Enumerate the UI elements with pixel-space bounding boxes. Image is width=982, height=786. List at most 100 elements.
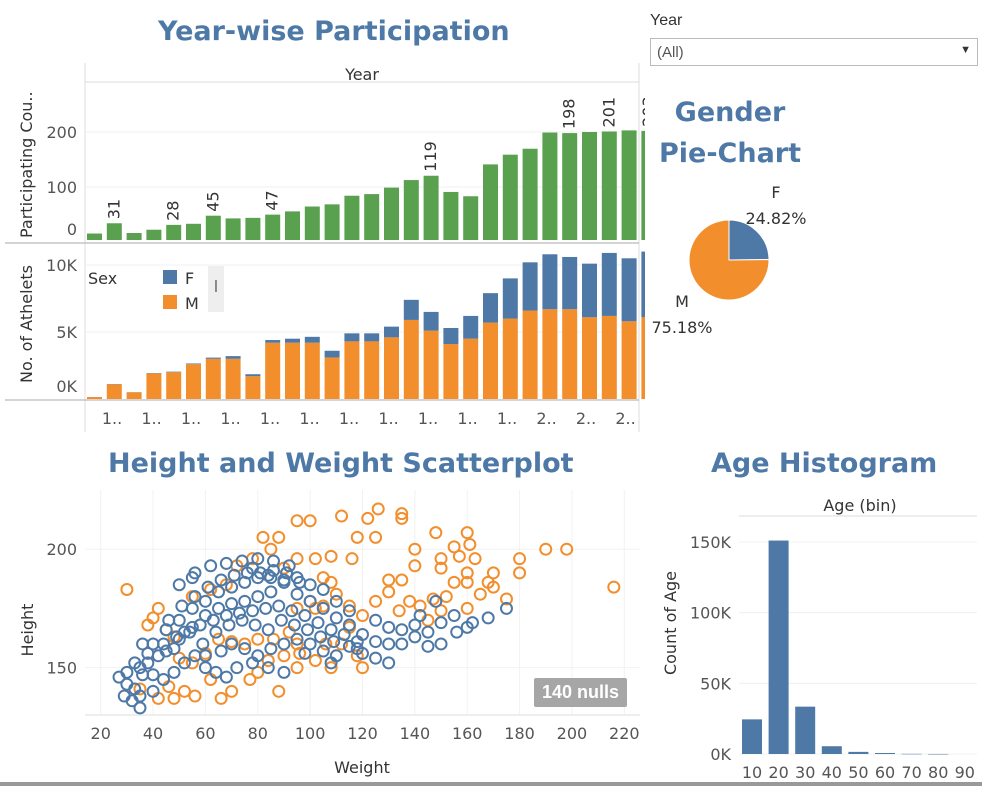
scatter-point-f[interactable]	[204, 559, 218, 573]
scatter-point-f[interactable]	[369, 651, 383, 665]
athletes-bar-m[interactable]	[582, 317, 597, 399]
scatter-point-f[interactable]	[421, 639, 435, 653]
scatter-point-m[interactable]	[243, 672, 257, 686]
athletes-bar-f[interactable]	[304, 336, 320, 343]
scatter-point-m[interactable]	[329, 587, 343, 601]
scatter-point-f[interactable]	[225, 597, 239, 611]
scatter-point-m[interactable]	[204, 582, 218, 596]
scatter-point-m[interactable]	[408, 542, 422, 556]
scatter-point-f[interactable]	[214, 644, 228, 658]
scatter-point-f[interactable]	[314, 630, 328, 644]
scatter-point-m[interactable]	[261, 654, 275, 668]
scatter-point-m[interactable]	[382, 573, 396, 587]
scatter-point-f[interactable]	[238, 642, 252, 656]
scatter-point-f[interactable]	[277, 665, 291, 679]
scatter-point-f[interactable]	[172, 613, 186, 627]
scatter-point-f[interactable]	[212, 601, 226, 615]
scatter-point-f[interactable]	[193, 618, 207, 632]
scatter-point-f[interactable]	[206, 613, 220, 627]
athletes-bar-m[interactable]	[423, 330, 439, 399]
country-bar[interactable]	[87, 233, 102, 240]
scatter-point-m[interactable]	[277, 649, 291, 663]
scatter-point-f[interactable]	[120, 665, 134, 679]
scatter-point-f[interactable]	[316, 601, 330, 615]
athletes-bar-m[interactable]	[225, 358, 241, 399]
scatter-point-f[interactable]	[235, 554, 249, 568]
scatter-point-f[interactable]	[225, 580, 239, 594]
scatter-point-f[interactable]	[264, 642, 278, 656]
athletes-bar-f[interactable]	[265, 340, 281, 343]
country-bar[interactable]	[146, 229, 162, 240]
scatter-point-f[interactable]	[167, 642, 181, 656]
scatter-point-f[interactable]	[185, 571, 199, 585]
scatter-point-m[interactable]	[447, 540, 461, 554]
scatter-point-f[interactable]	[303, 594, 317, 608]
scatter-point-f[interactable]	[434, 637, 448, 651]
scatter-point-f[interactable]	[188, 590, 202, 604]
scatter-point-m[interactable]	[212, 632, 226, 646]
scatter-point-m[interactable]	[486, 566, 500, 580]
scatter-point-f[interactable]	[235, 613, 249, 627]
athletes-bar-m[interactable]	[384, 337, 399, 399]
histogram-bar[interactable]	[928, 753, 949, 755]
athletes-bar-m[interactable]	[304, 342, 320, 399]
country-bar[interactable]	[344, 195, 360, 240]
scatter-point-m[interactable]	[177, 684, 191, 698]
scatter-point-m[interactable]	[356, 661, 369, 675]
scatter-point-m[interactable]	[486, 580, 500, 594]
scatter-point-m[interactable]	[426, 592, 440, 606]
scatter-point-f[interactable]	[327, 635, 341, 649]
scatter-point-m[interactable]	[214, 691, 228, 705]
athletes-bar-f[interactable]	[403, 299, 419, 320]
country-bar[interactable]	[522, 148, 538, 240]
scatter-point-m[interactable]	[513, 566, 527, 580]
athletes-bar-m[interactable]	[126, 392, 142, 399]
scatter-point-f[interactable]	[293, 575, 307, 589]
nulls-indicator[interactable]: 140 nulls	[534, 678, 628, 707]
scatter-point-f[interactable]	[167, 665, 181, 679]
legend-swatch-f[interactable]	[163, 270, 177, 284]
pie-slice-f[interactable]	[728, 219, 770, 261]
scatter-point-f[interactable]	[395, 637, 409, 651]
scatter-point-f[interactable]	[198, 594, 212, 608]
scatter-point-m[interactable]	[369, 530, 383, 544]
scatter-point-m[interactable]	[607, 580, 621, 594]
scatter-point-f[interactable]	[382, 637, 396, 651]
athletes-bar-m[interactable]	[522, 310, 538, 399]
athletes-bar-m[interactable]	[285, 342, 300, 399]
athletes-bar-m[interactable]	[245, 376, 261, 399]
scatter-point-f[interactable]	[214, 573, 228, 587]
scatter-point-f[interactable]	[434, 616, 448, 630]
athletes-bar-m[interactable]	[621, 321, 637, 399]
country-bar[interactable]	[601, 131, 617, 240]
scatter-point-m[interactable]	[185, 656, 199, 670]
scatter-point-m[interactable]	[452, 549, 466, 563]
scatter-point-f[interactable]	[290, 632, 304, 646]
scatter-point-f[interactable]	[264, 571, 278, 585]
country-bar[interactable]	[106, 223, 122, 240]
athletes-bar-m[interactable]	[641, 317, 645, 399]
country-bar[interactable]	[443, 191, 459, 240]
country-bar[interactable]	[403, 180, 419, 240]
scatter-point-f[interactable]	[350, 642, 364, 656]
scatter-point-f[interactable]	[133, 701, 147, 715]
country-bar[interactable]	[621, 130, 637, 240]
scatter-point-m[interactable]	[434, 561, 448, 575]
scatter-point-f[interactable]	[201, 580, 215, 594]
legend-label-m[interactable]: M	[185, 294, 199, 313]
scatter-point-f[interactable]	[324, 656, 338, 670]
country-bar[interactable]	[364, 194, 380, 240]
scatter-point-f[interactable]	[460, 620, 474, 634]
scatter-point-f[interactable]	[342, 604, 356, 618]
scatter-point-m[interactable]	[335, 509, 349, 523]
scatter-point-m[interactable]	[447, 575, 461, 589]
scatter-point-m[interactable]	[308, 654, 322, 668]
athletes-bar-m[interactable]	[106, 384, 122, 399]
scatter-point-m[interactable]	[439, 590, 453, 604]
scatter-point-f[interactable]	[238, 594, 252, 608]
scatter-point-m[interactable]	[392, 604, 406, 618]
scatter-point-m[interactable]	[468, 552, 482, 566]
athletes-bar-f[interactable]	[582, 263, 597, 318]
scatter-point-f[interactable]	[261, 568, 275, 582]
athletes-bar-m[interactable]	[166, 372, 182, 399]
